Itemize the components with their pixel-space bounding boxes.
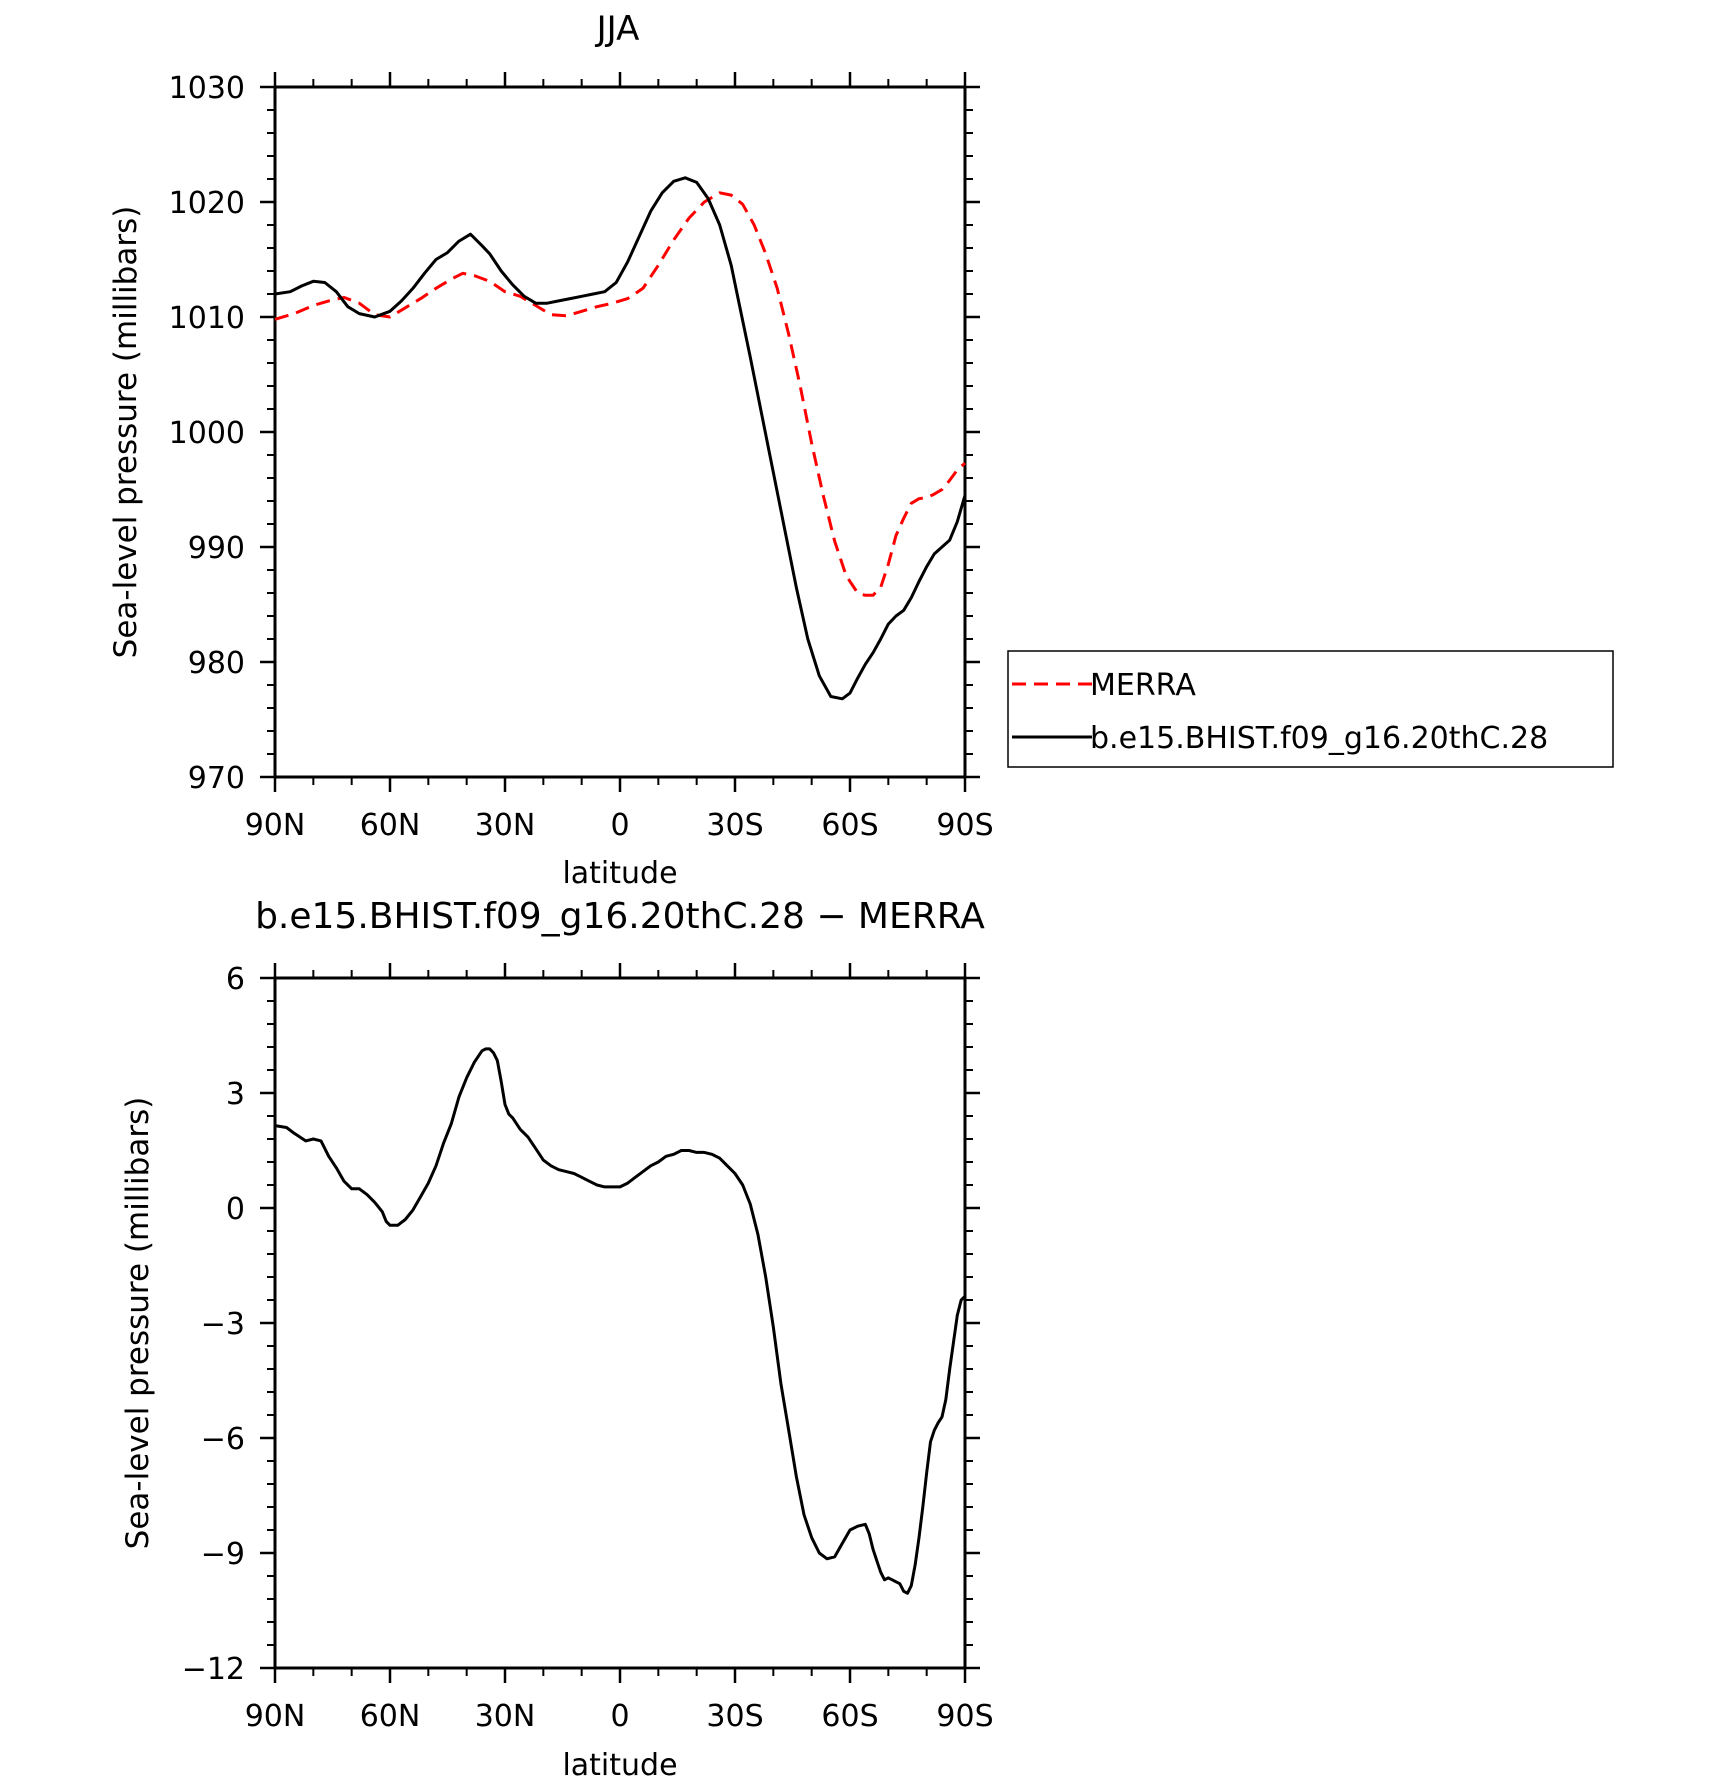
ytick-label: 0 bbox=[226, 1192, 245, 1227]
xtick-label: 90S bbox=[936, 1699, 993, 1734]
ytick-label: 1000 bbox=[169, 416, 245, 451]
bottom-plot-frame bbox=[273, 976, 967, 1670]
top-ytick-labels: 970 980 990 1000 1010 1020 1030 bbox=[169, 71, 245, 796]
bottom-ticks bbox=[260, 963, 980, 1683]
ytick-label: −3 bbox=[201, 1307, 245, 1342]
ytick-label: −9 bbox=[201, 1537, 245, 1572]
top-ticks bbox=[260, 72, 980, 792]
xtick-label: 60S bbox=[821, 808, 878, 843]
legend-box bbox=[1007, 650, 1614, 768]
xtick-label: 0 bbox=[610, 1699, 629, 1734]
top-xlabel: latitude bbox=[562, 856, 677, 891]
legend: MERRA b.e15.BHIST.f09_g16.20thC.28 bbox=[1007, 650, 1614, 768]
series-line-b-e15-bhist-f09-g16-20thc-28 bbox=[274, 176, 967, 701]
legend-label-merra: MERRA bbox=[1090, 668, 1196, 703]
bottom-series bbox=[274, 1047, 967, 1595]
series-line-series-0 bbox=[274, 1047, 967, 1595]
top-panel: JJA 970 980 990 1000 1010 1020 1030 90N 60N 30N 0… bbox=[108, 9, 994, 891]
xtick-label: 30S bbox=[706, 808, 763, 843]
xtick-label: 30N bbox=[475, 1699, 536, 1734]
series-line-merra bbox=[274, 191, 966, 597]
xtick-label: 90N bbox=[245, 1699, 306, 1734]
ytick-label: 3 bbox=[226, 1077, 245, 1112]
top-series bbox=[274, 176, 967, 701]
top-xtick-labels: 90N 60N 30N 0 30S 60S 90S bbox=[245, 808, 994, 843]
ytick-label: −12 bbox=[182, 1652, 245, 1687]
bottom-panel: b.e15.BHIST.f09_g16.20thC.28 − MERRA −12… bbox=[120, 896, 994, 1777]
xtick-label: 30N bbox=[475, 808, 536, 843]
bottom-title: b.e15.BHIST.f09_g16.20thC.28 − MERRA bbox=[255, 896, 985, 937]
bottom-ytick-labels: −12 −9 −6 −3 0 3 6 bbox=[182, 962, 245, 1687]
xtick-label: 60S bbox=[821, 1699, 878, 1734]
bottom-xtick-labels: 90N 60N 30N 0 30S 60S 90S bbox=[245, 1699, 994, 1734]
xtick-label: 90S bbox=[936, 808, 993, 843]
ytick-label: 970 bbox=[188, 761, 245, 796]
ytick-label: −6 bbox=[201, 1422, 245, 1457]
xtick-label: 0 bbox=[610, 808, 629, 843]
top-ylabel: Sea-level pressure (millibars) bbox=[108, 206, 144, 659]
xtick-label: 30S bbox=[706, 1699, 763, 1734]
ytick-label: 1020 bbox=[169, 186, 245, 221]
xtick-label: 60N bbox=[360, 808, 421, 843]
ytick-label: 1010 bbox=[169, 301, 245, 336]
legend-label-model: b.e15.BHIST.f09_g16.20thC.28 bbox=[1090, 721, 1548, 756]
ytick-label: 1030 bbox=[169, 71, 245, 106]
xtick-label: 60N bbox=[360, 1699, 421, 1734]
bottom-ylabel: Sea-level pressure (millibars) bbox=[120, 1097, 156, 1550]
ytick-label: 980 bbox=[188, 646, 245, 681]
xtick-label: 90N bbox=[245, 808, 306, 843]
top-title: JJA bbox=[595, 9, 640, 49]
ytick-label: 990 bbox=[188, 531, 245, 566]
ytick-label: 6 bbox=[226, 962, 245, 997]
bottom-xlabel: latitude bbox=[562, 1748, 677, 1777]
